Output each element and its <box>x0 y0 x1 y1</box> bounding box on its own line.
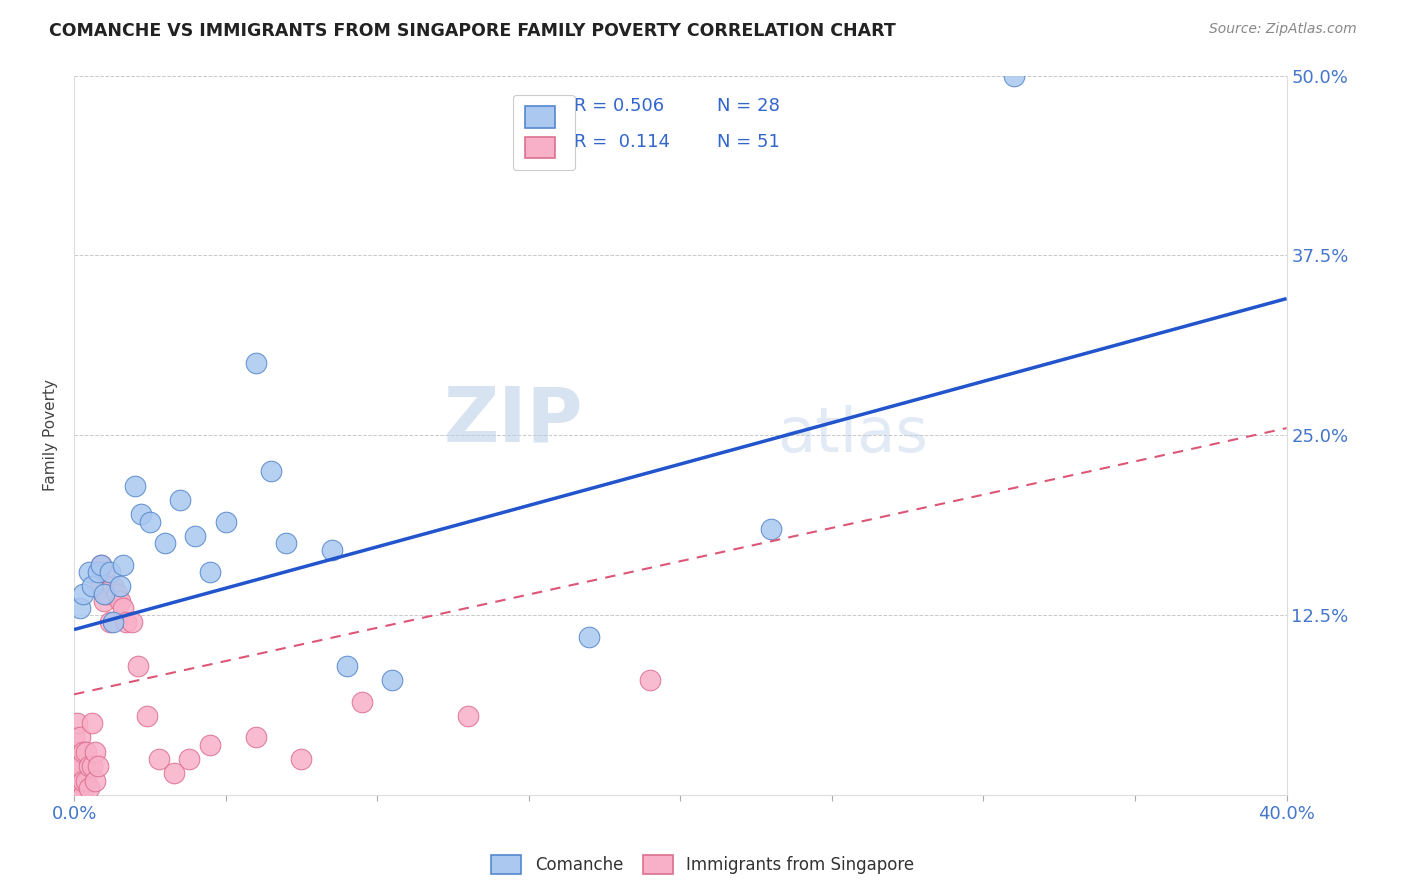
Point <box>1002 69 1025 83</box>
Point <box>111 558 134 572</box>
Point <box>93 565 115 579</box>
Point <box>200 738 222 752</box>
Point <box>69 601 91 615</box>
Point <box>169 493 191 508</box>
Point <box>638 673 661 687</box>
Point <box>108 579 131 593</box>
Legend: , : , <box>513 95 575 170</box>
Legend: Comanche, Immigrants from Singapore: Comanche, Immigrants from Singapore <box>486 850 920 880</box>
Point <box>276 536 298 550</box>
Point <box>381 673 404 687</box>
Point <box>75 745 97 759</box>
Point <box>245 731 267 745</box>
Point <box>66 759 89 773</box>
Point <box>336 658 359 673</box>
Point <box>127 658 149 673</box>
Point <box>69 731 91 745</box>
Point <box>179 752 201 766</box>
Point <box>66 773 89 788</box>
Point <box>96 586 118 600</box>
Point <box>105 586 128 600</box>
Point <box>63 780 86 795</box>
Text: R = 0.506: R = 0.506 <box>574 96 664 115</box>
Point <box>578 630 600 644</box>
Point <box>153 536 176 550</box>
Point <box>352 694 374 708</box>
Text: R =  0.114: R = 0.114 <box>574 133 669 151</box>
Point <box>69 773 91 788</box>
Text: atlas: atlas <box>778 405 928 466</box>
Point <box>114 615 136 630</box>
Point <box>63 745 86 759</box>
Point <box>75 773 97 788</box>
Point <box>163 766 186 780</box>
Text: Source: ZipAtlas.com: Source: ZipAtlas.com <box>1209 22 1357 37</box>
Point <box>84 745 107 759</box>
Point <box>124 478 146 492</box>
Text: COMANCHE VS IMMIGRANTS FROM SINGAPORE FAMILY POVERTY CORRELATION CHART: COMANCHE VS IMMIGRANTS FROM SINGAPORE FA… <box>49 22 896 40</box>
Point <box>82 716 104 731</box>
Text: N = 28: N = 28 <box>717 96 779 115</box>
Point <box>63 731 86 745</box>
Point <box>260 464 283 478</box>
Point <box>90 558 112 572</box>
Point <box>111 601 134 615</box>
Point <box>82 759 104 773</box>
Point <box>87 759 110 773</box>
Point <box>66 788 89 802</box>
Point <box>84 773 107 788</box>
Point <box>77 780 100 795</box>
Point <box>77 565 100 579</box>
Point <box>90 579 112 593</box>
Point <box>290 752 312 766</box>
Point <box>66 716 89 731</box>
Point <box>129 508 152 522</box>
Point <box>761 522 783 536</box>
Point <box>82 579 104 593</box>
Point <box>214 515 236 529</box>
Point <box>77 759 100 773</box>
Point <box>72 745 94 759</box>
Point <box>72 788 94 802</box>
Point <box>103 615 125 630</box>
Point <box>100 615 122 630</box>
Point <box>103 579 125 593</box>
Point <box>72 773 94 788</box>
Point <box>87 565 110 579</box>
Point <box>184 529 207 543</box>
Point <box>200 565 222 579</box>
Point <box>135 709 157 723</box>
Point <box>108 594 131 608</box>
Point <box>100 565 122 579</box>
Text: ZIP: ZIP <box>444 384 583 458</box>
Point <box>457 709 479 723</box>
Point <box>69 759 91 773</box>
Point <box>245 356 267 370</box>
Point <box>121 615 143 630</box>
Y-axis label: Family Poverty: Family Poverty <box>44 379 58 491</box>
Point <box>148 752 170 766</box>
Point <box>63 759 86 773</box>
Text: N = 51: N = 51 <box>717 133 779 151</box>
Point <box>72 586 94 600</box>
Point <box>69 788 91 802</box>
Point <box>66 780 89 795</box>
Point <box>90 558 112 572</box>
Point <box>63 773 86 788</box>
Point <box>63 788 86 802</box>
Point <box>93 594 115 608</box>
Point <box>66 745 89 759</box>
Point <box>93 586 115 600</box>
Point <box>139 515 162 529</box>
Point <box>321 543 343 558</box>
